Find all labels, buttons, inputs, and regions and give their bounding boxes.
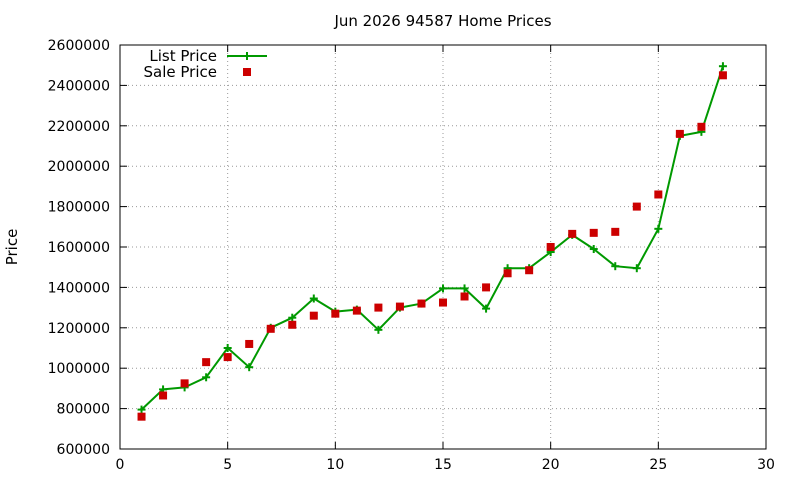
list-price-point — [439, 284, 447, 293]
list-price-point — [223, 344, 232, 352]
legend-label: List Price — [149, 47, 217, 65]
sale-price-point — [374, 303, 383, 312]
sale-price-point — [718, 71, 727, 80]
sale-price-point — [568, 229, 577, 238]
y-tick-label: 1400000 — [48, 280, 110, 296]
y-tick-label: 2000000 — [48, 159, 110, 175]
sale-price-point — [546, 243, 555, 251]
sale-price-point — [137, 412, 146, 421]
sale-price-point — [395, 302, 404, 311]
list-price-point — [482, 304, 491, 313]
sale-price-point — [632, 202, 641, 211]
legend-square-sample — [243, 68, 251, 76]
sale-price-point — [202, 358, 211, 367]
chart-title: Jun 2026 94587 Home Prices — [333, 12, 551, 30]
sale-price-point — [460, 292, 469, 301]
y-tick-label: 800000 — [57, 402, 110, 418]
sale-price-point — [611, 227, 620, 236]
list-price-line — [140, 65, 724, 411]
sale-price-point — [245, 339, 254, 348]
sale-price-point — [589, 228, 598, 237]
list-price-point — [460, 284, 469, 293]
list-price-point — [137, 405, 146, 414]
list-price-point — [374, 325, 383, 334]
list-price-point — [611, 262, 620, 271]
x-tick-label: 15 — [434, 457, 452, 473]
axes: 0 5 10 15 20 25 30 600000 800000 1000000 1200000 14… — [48, 38, 775, 473]
sale-price-point — [266, 324, 275, 333]
sale-price-point — [654, 190, 663, 199]
sale-price-point — [417, 299, 426, 308]
legend-label: Sale Price — [144, 63, 217, 81]
list-price-point — [202, 373, 211, 382]
y-tick-label: 1000000 — [48, 361, 110, 377]
sale-price-point — [525, 266, 534, 275]
x-tick-label: 5 — [223, 457, 232, 473]
y-tick-label: 600000 — [57, 442, 110, 458]
list-price-point — [718, 62, 727, 71]
sale-price-point — [223, 353, 232, 362]
y-tick-label: 1200000 — [48, 321, 110, 337]
y-axis-label: Price — [3, 229, 21, 266]
y-tick-label: 2400000 — [48, 78, 110, 94]
x-tick-label: 20 — [542, 457, 560, 473]
x-tick-label: 0 — [116, 457, 125, 473]
list-price-point — [288, 313, 297, 322]
sale-price-point — [503, 269, 512, 278]
y-tick-label: 2200000 — [48, 119, 110, 135]
sale-price-point — [675, 129, 684, 138]
list-price-point — [632, 264, 641, 273]
x-tick-label: 25 — [649, 457, 667, 473]
list-price-point — [589, 245, 598, 254]
sale-price-point — [288, 320, 297, 329]
sale-price-point — [180, 379, 189, 388]
sale-price-point — [697, 122, 706, 131]
sale-price-point — [482, 283, 491, 292]
y-tick-label: 1800000 — [48, 200, 110, 216]
x-tick-label: 30 — [757, 457, 775, 473]
series — [137, 62, 727, 421]
sale-price-point — [159, 391, 168, 400]
sale-price-point — [439, 298, 447, 307]
x-tick-label: 10 — [326, 457, 344, 473]
y-tick-label: 1600000 — [48, 240, 110, 256]
y-tick-label: 2600000 — [48, 38, 110, 54]
list-price-point — [654, 224, 663, 233]
list-price-point — [245, 363, 254, 372]
list-price-point — [309, 294, 318, 303]
sale-price-point — [352, 306, 361, 315]
sale-price-point — [331, 309, 340, 318]
sale-price-point — [309, 311, 318, 320]
grid — [120, 45, 766, 449]
